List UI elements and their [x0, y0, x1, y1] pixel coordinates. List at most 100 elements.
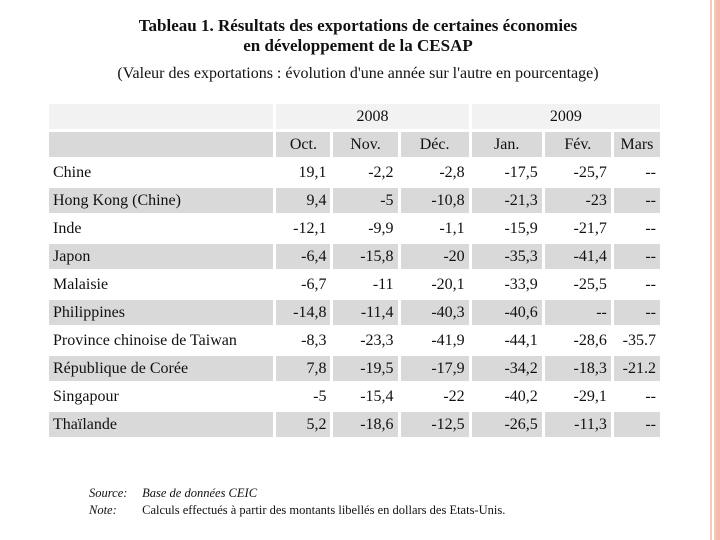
right-decorative-edge	[716, 0, 720, 540]
economy-name-cell: Inde	[49, 216, 274, 241]
value-cell: -40,3	[400, 300, 469, 325]
value-cell: -40,6	[471, 300, 542, 325]
year-2009-header: 2009	[471, 104, 660, 129]
value-cell: -6,7	[276, 272, 331, 297]
month-header-corner	[49, 132, 274, 157]
economy-name-cell: Japon	[49, 244, 274, 269]
value-cell: -41,4	[544, 244, 611, 269]
value-cell: -15,4	[333, 384, 398, 409]
value-cell: -23,3	[333, 328, 398, 353]
value-cell: -14,8	[276, 300, 331, 325]
value-cell: -21.2	[613, 356, 660, 381]
value-cell: -11,4	[333, 300, 398, 325]
economy-name-cell: Philippines	[49, 300, 274, 325]
month-header-feb: Fév.	[544, 132, 611, 157]
value-cell: --	[613, 412, 660, 437]
note-label: Note:	[89, 503, 117, 517]
table-title: Tableau 1. Résultats des exportations de…	[0, 16, 716, 56]
table-row: Japon -6,4 -15,8 -20 -35,3 -41,4 --	[49, 244, 660, 269]
value-cell: -21,3	[471, 188, 542, 213]
value-cell: -1,1	[400, 216, 469, 241]
value-cell: -6,4	[276, 244, 331, 269]
value-cell: 5,2	[276, 412, 331, 437]
value-cell: --	[613, 272, 660, 297]
value-cell: -34,2	[471, 356, 542, 381]
value-cell: -11	[333, 272, 398, 297]
value-cell: -28,6	[544, 328, 611, 353]
table-row: Hong Kong (Chine) 9,4 -5 -10,8 -21,3 -23 --	[49, 188, 660, 213]
right-decorative-border	[710, 0, 720, 540]
source-line: Source: Base de données CEIC	[89, 486, 257, 501]
title-line-2: en développement de la CESAP	[243, 36, 473, 55]
table-row: Chine 19,1 -2,2 -2,8 -17,5 -25,7 --	[49, 160, 660, 185]
economy-name-cell: Province chinoise de Taiwan	[49, 328, 274, 353]
value-cell: 19,1	[276, 160, 331, 185]
value-cell: -21,7	[544, 216, 611, 241]
value-cell: -23	[544, 188, 611, 213]
value-cell: -20	[400, 244, 469, 269]
year-header-row: 2008 2009	[49, 104, 660, 129]
value-cell: -2,2	[333, 160, 398, 185]
header-corner-cell	[49, 104, 274, 129]
value-cell: -40,2	[471, 384, 542, 409]
value-cell: -10,8	[400, 188, 469, 213]
source-text: Base de données CEIC	[142, 486, 258, 500]
value-cell: -5	[333, 188, 398, 213]
table-row: Inde -12,1 -9,9 -1,1 -15,9 -21,7 --	[49, 216, 660, 241]
value-cell: -29,1	[544, 384, 611, 409]
economy-name-cell: République de Corée	[49, 356, 274, 381]
month-header-mar: Mars	[613, 132, 660, 157]
value-cell: --	[613, 216, 660, 241]
value-cell: -25,7	[544, 160, 611, 185]
value-cell: -17,9	[400, 356, 469, 381]
month-header-jan: Jan.	[471, 132, 542, 157]
value-cell: --	[613, 384, 660, 409]
value-cell: --	[613, 300, 660, 325]
value-cell: -8,3	[276, 328, 331, 353]
table-row: Philippines -14,8 -11,4 -40,3 -40,6 -- --	[49, 300, 660, 325]
table-row: République de Corée 7,8 -19,5 -17,9 -34,2 -18…	[49, 356, 660, 381]
value-cell: -44,1	[471, 328, 542, 353]
value-cell: -26,5	[471, 412, 542, 437]
table-row: Thaïlande 5,2 -18,6 -12,5 -26,5 -11,3 --	[49, 412, 660, 437]
value-cell: -41,9	[400, 328, 469, 353]
value-cell: --	[613, 160, 660, 185]
table-subtitle: (Valeur des exportations : évolution d'u…	[117, 65, 599, 82]
economy-name-cell: Singapour	[49, 384, 274, 409]
left-margin	[0, 0, 14, 540]
value-cell: -33,9	[471, 272, 542, 297]
table-row: Singapour -5 -15,4 -22 -40,2 -29,1 --	[49, 384, 660, 409]
exports-table: 2008 2009 Oct. Nov. Déc. Jan. Fév. Mars …	[46, 101, 663, 440]
value-cell: -20,1	[400, 272, 469, 297]
source-label: Source:	[89, 486, 128, 500]
value-cell: -11,3	[544, 412, 611, 437]
value-cell: 9,4	[276, 188, 331, 213]
value-cell: -2,8	[400, 160, 469, 185]
note-text: Calculs effectués à partir des montants …	[142, 503, 506, 517]
title-line-1: Tableau 1. Résultats des exportations de…	[138, 16, 578, 35]
table-row: Province chinoise de Taiwan -8,3 -23,3 -41,…	[49, 328, 660, 353]
year-2008-header: 2008	[276, 104, 469, 129]
value-cell: -35,3	[471, 244, 542, 269]
value-cell: -35.7	[613, 328, 660, 353]
value-cell: -22	[400, 384, 469, 409]
value-cell: -12,1	[276, 216, 331, 241]
economy-name-cell: Hong Kong (Chine)	[49, 188, 274, 213]
table-row: Malaisie -6,7 -11 -20,1 -33,9 -25,5 --	[49, 272, 660, 297]
economy-name-cell: Thaïlande	[49, 412, 274, 437]
value-cell: -17,5	[471, 160, 542, 185]
value-cell: -5	[276, 384, 331, 409]
value-cell: --	[544, 300, 611, 325]
month-header-nov: Nov.	[333, 132, 398, 157]
month-header-oct: Oct.	[276, 132, 331, 157]
note-line: Note: Calculs effectués à partir des mon…	[89, 503, 505, 518]
value-cell: -9,9	[333, 216, 398, 241]
value-cell: -15,8	[333, 244, 398, 269]
value-cell: -18,6	[333, 412, 398, 437]
value-cell: -15,9	[471, 216, 542, 241]
value-cell: --	[613, 188, 660, 213]
value-cell: -18,3	[544, 356, 611, 381]
value-cell: -25,5	[544, 272, 611, 297]
month-header-dec: Déc.	[400, 132, 469, 157]
economy-name-cell: Malaisie	[49, 272, 274, 297]
